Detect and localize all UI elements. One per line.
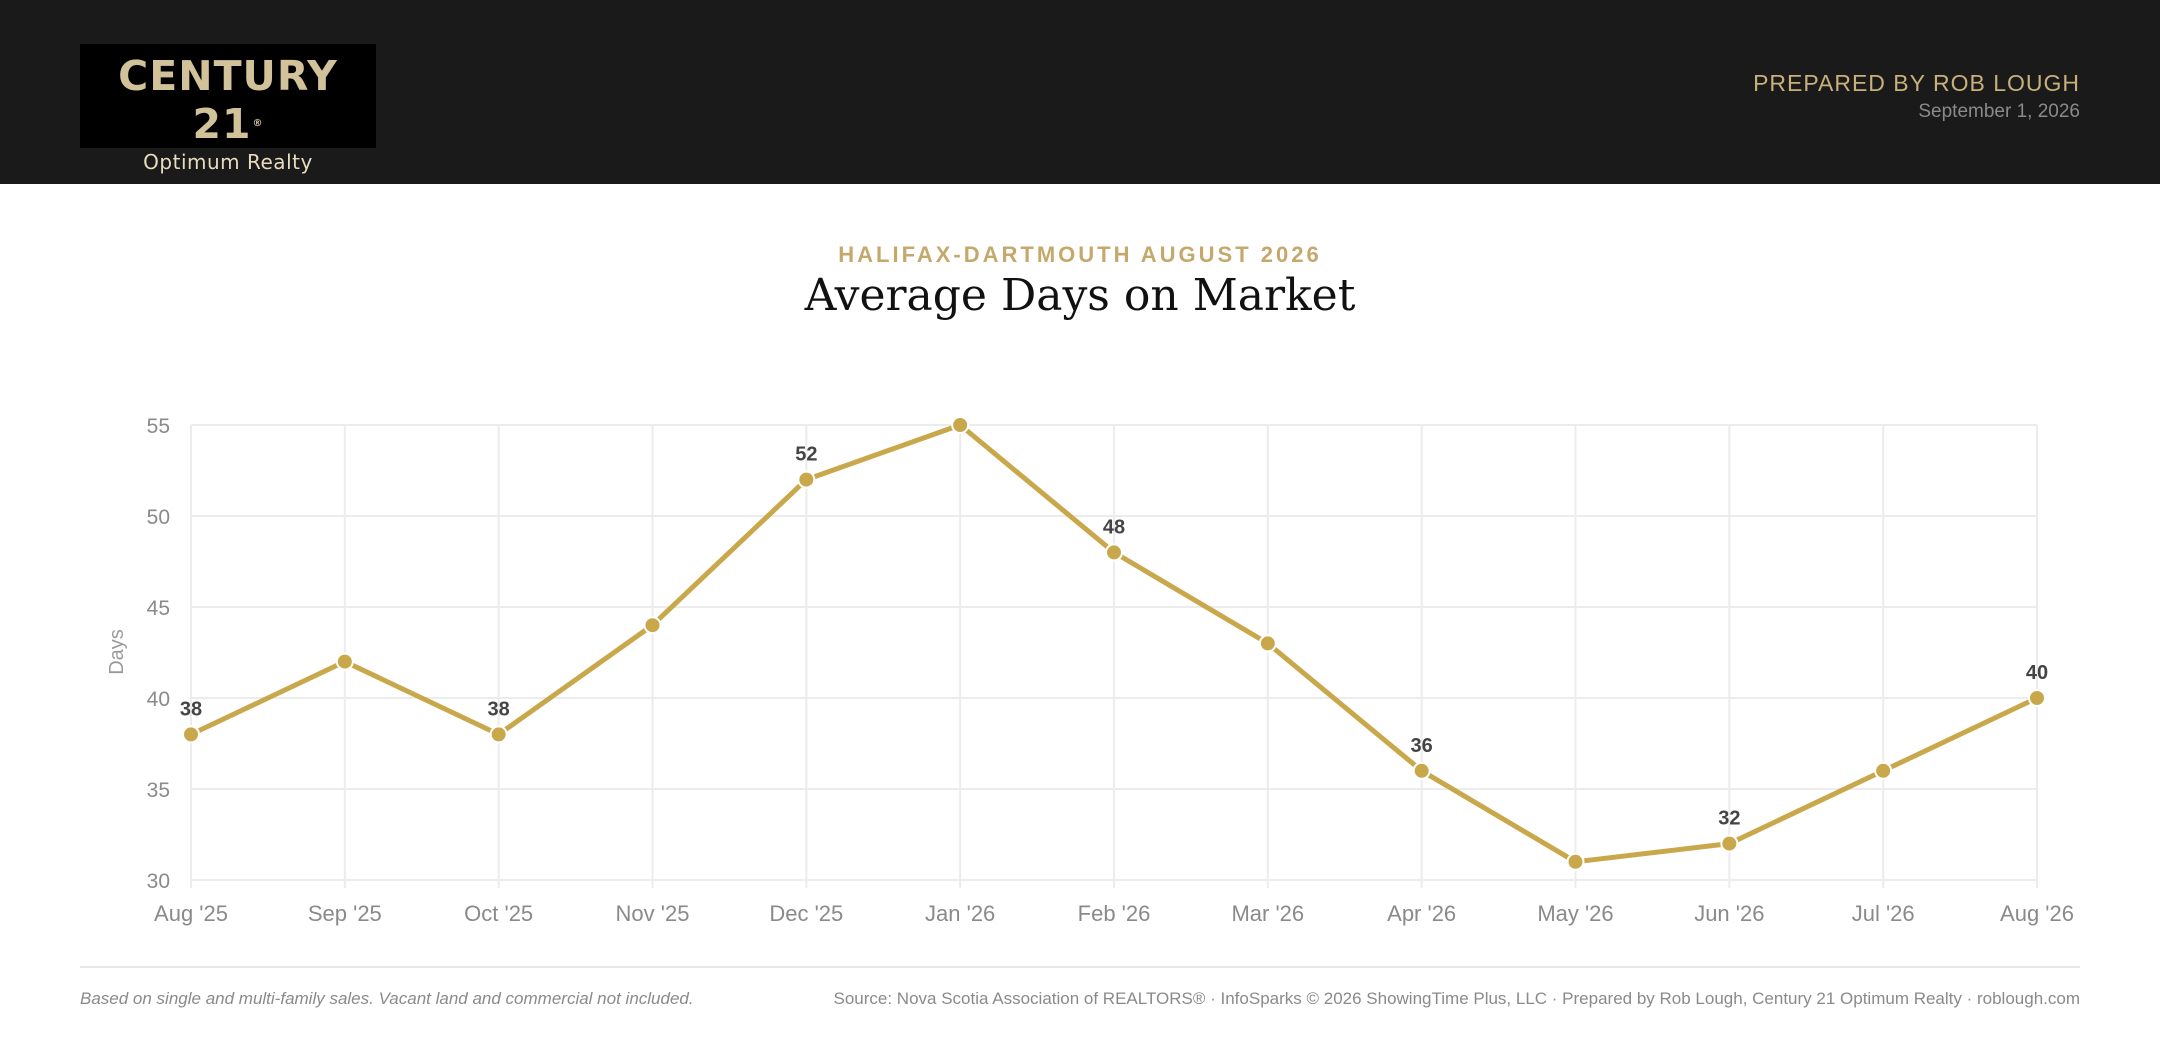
x-tick-label: Oct '25 — [464, 901, 533, 926]
y-tick-label: 40 — [147, 688, 170, 711]
y-tick-label: 50 — [147, 506, 170, 529]
logo-wordmark: CENTURY 21® — [118, 52, 338, 148]
chart-kicker: HALIFAX-DARTMOUTH AUGUST 2026 — [838, 242, 1322, 267]
x-tick-label: Aug '25 — [154, 901, 228, 926]
chart-title: Average Days on Market — [804, 270, 1356, 321]
x-tick-label: Jul '26 — [1852, 901, 1915, 926]
data-point — [643, 616, 662, 635]
data-label: 38 — [488, 698, 510, 720]
report-date: September 1, 2026 — [1918, 101, 2080, 122]
data-point — [1874, 761, 1893, 780]
data-point — [2028, 689, 2046, 707]
x-tick-label: Jun '26 — [1694, 901, 1764, 926]
x-tick-label: Feb '26 — [1078, 901, 1151, 926]
data-label: 38 — [180, 698, 202, 720]
data-point — [1105, 543, 1123, 562]
x-tick-label: Sep '25 — [308, 901, 382, 926]
data-label: 48 — [1103, 516, 1125, 538]
data-point — [1412, 761, 1431, 780]
data-point — [489, 725, 508, 744]
data-point — [182, 725, 200, 744]
y-tick-label: 55 — [147, 415, 170, 438]
y-tick-label: 30 — [147, 870, 170, 893]
data-label: 32 — [1718, 808, 1740, 830]
data-label: 40 — [2026, 662, 2048, 684]
x-tick-label: Apr '26 — [1387, 901, 1456, 926]
data-point — [951, 416, 970, 434]
x-tick-label: May '26 — [1537, 901, 1613, 926]
data-point — [1566, 852, 1585, 871]
header-bar: CENTURY 21® Optimum Realty PREPARED BY R… — [0, 0, 2160, 184]
footer-note: Based on single and multi-family sales. … — [80, 989, 694, 1008]
century21-logo: CENTURY 21® Optimum Realty — [80, 44, 376, 174]
x-tick-label: Dec '25 — [769, 901, 843, 926]
prepared-by: PREPARED BY ROB LOUGH — [1753, 70, 2080, 96]
data-label: 36 — [1411, 735, 1433, 757]
data-point — [797, 470, 816, 489]
x-tick-label: Nov '25 — [616, 901, 690, 926]
data-point — [1720, 834, 1739, 853]
data-point — [335, 652, 354, 671]
footer-divider — [80, 966, 2080, 968]
y-axis-label: Days — [106, 629, 128, 675]
y-tick-label: 35 — [147, 779, 170, 802]
footer-source: Source: Nova Scotia Association of REALT… — [833, 989, 2081, 1008]
data-point — [1258, 634, 1277, 653]
x-tick-label: Mar '26 — [1231, 901, 1304, 926]
x-tick-label: Jan '26 — [925, 901, 995, 926]
days-on-market-chart: 30 35 40 45 50 55 Aug '25 Sep '25 Oct '25 Nov '25… — [106, 415, 2074, 926]
logo-subtitle: Optimum Realty — [143, 150, 313, 174]
y-tick-label: 45 — [147, 597, 170, 620]
x-tick-label: Aug '26 — [2000, 901, 2074, 926]
data-label: 52 — [795, 444, 817, 466]
